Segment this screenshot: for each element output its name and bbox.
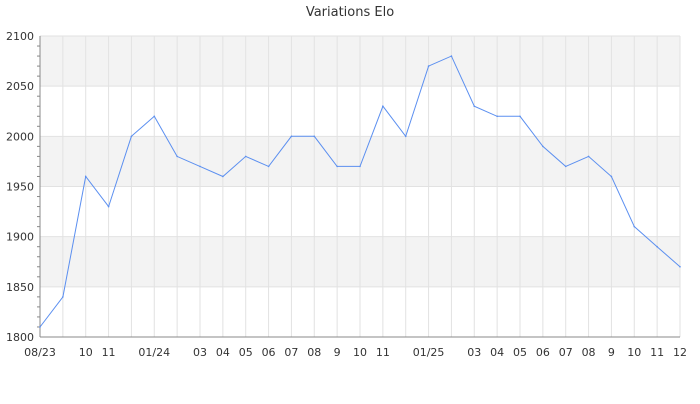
y-tick-label: 2000 <box>6 130 34 143</box>
data-point <box>564 165 567 168</box>
y-tick-label: 1900 <box>6 231 34 244</box>
data-point <box>610 175 613 178</box>
data-point <box>382 105 384 108</box>
x-tick-label: 04 <box>490 346 504 359</box>
data-point <box>176 155 178 158</box>
x-tick-label: 04 <box>216 346 230 359</box>
data-point <box>542 145 544 148</box>
x-tick-label: 10 <box>79 346 93 359</box>
x-tick-label: 08 <box>582 346 596 359</box>
x-tick-label: 05 <box>513 346 527 359</box>
data-point <box>267 165 270 168</box>
data-point <box>359 165 361 168</box>
y-tick-label: 1850 <box>6 281 34 294</box>
x-tick-label: 11 <box>376 346 390 359</box>
chart-title: Variations Elo <box>306 5 394 20</box>
y-tick-label: 2100 <box>6 30 34 43</box>
data-point <box>450 55 453 57</box>
data-point <box>587 155 590 158</box>
data-point <box>656 245 658 248</box>
data-point <box>153 115 156 118</box>
data-point <box>199 165 201 168</box>
data-point <box>519 115 521 118</box>
data-point <box>130 135 133 138</box>
data-point <box>633 225 636 228</box>
data-point <box>496 115 498 118</box>
x-tick-label: 10 <box>627 346 641 359</box>
x-tick-label: 01/25 <box>413 346 445 359</box>
x-tick-label: 9 <box>334 346 341 359</box>
y-tick-label: 1950 <box>6 181 34 194</box>
x-tick-label: 9 <box>608 346 615 359</box>
x-tick-label: 07 <box>559 346 573 359</box>
x-tick-label: 07 <box>284 346 298 359</box>
x-tick-label: 11 <box>650 346 664 359</box>
x-tick-label: 06 <box>536 346 550 359</box>
x-tick-label: 08 <box>307 346 321 359</box>
data-point <box>84 175 87 178</box>
data-point <box>679 265 681 268</box>
y-tick-label: 1800 <box>6 331 34 344</box>
x-tick-label: 11 <box>102 346 116 359</box>
x-tick-label: 03 <box>193 346 207 359</box>
data-point <box>473 105 476 108</box>
x-tick-label: 06 <box>262 346 276 359</box>
x-tick-label: 10 <box>353 346 367 359</box>
data-point <box>39 326 41 328</box>
data-point <box>336 165 338 168</box>
x-tick-label: 03 <box>467 346 481 359</box>
data-point <box>222 175 224 178</box>
data-point <box>244 155 247 158</box>
data-point <box>313 135 316 138</box>
data-point <box>62 296 64 298</box>
data-point <box>404 135 407 138</box>
data-point <box>107 205 110 208</box>
data-point <box>290 135 293 138</box>
data-point <box>427 65 430 67</box>
x-tick-label: 05 <box>239 346 253 359</box>
x-tick-label: 01/24 <box>138 346 170 359</box>
y-tick-label: 2050 <box>6 80 34 93</box>
x-tick-label: 08/23 <box>24 346 56 359</box>
x-tick-label: 12 <box>673 346 687 359</box>
